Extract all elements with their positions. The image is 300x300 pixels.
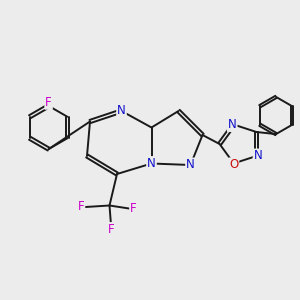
Text: F: F: [130, 202, 137, 215]
Text: N: N: [228, 118, 237, 131]
Text: O: O: [229, 158, 238, 171]
Text: N: N: [117, 104, 126, 118]
Text: N: N: [254, 149, 262, 163]
Text: F: F: [78, 200, 84, 214]
Text: N: N: [147, 157, 156, 170]
Text: F: F: [45, 96, 52, 109]
Text: N: N: [186, 158, 195, 172]
Text: F: F: [108, 223, 114, 236]
